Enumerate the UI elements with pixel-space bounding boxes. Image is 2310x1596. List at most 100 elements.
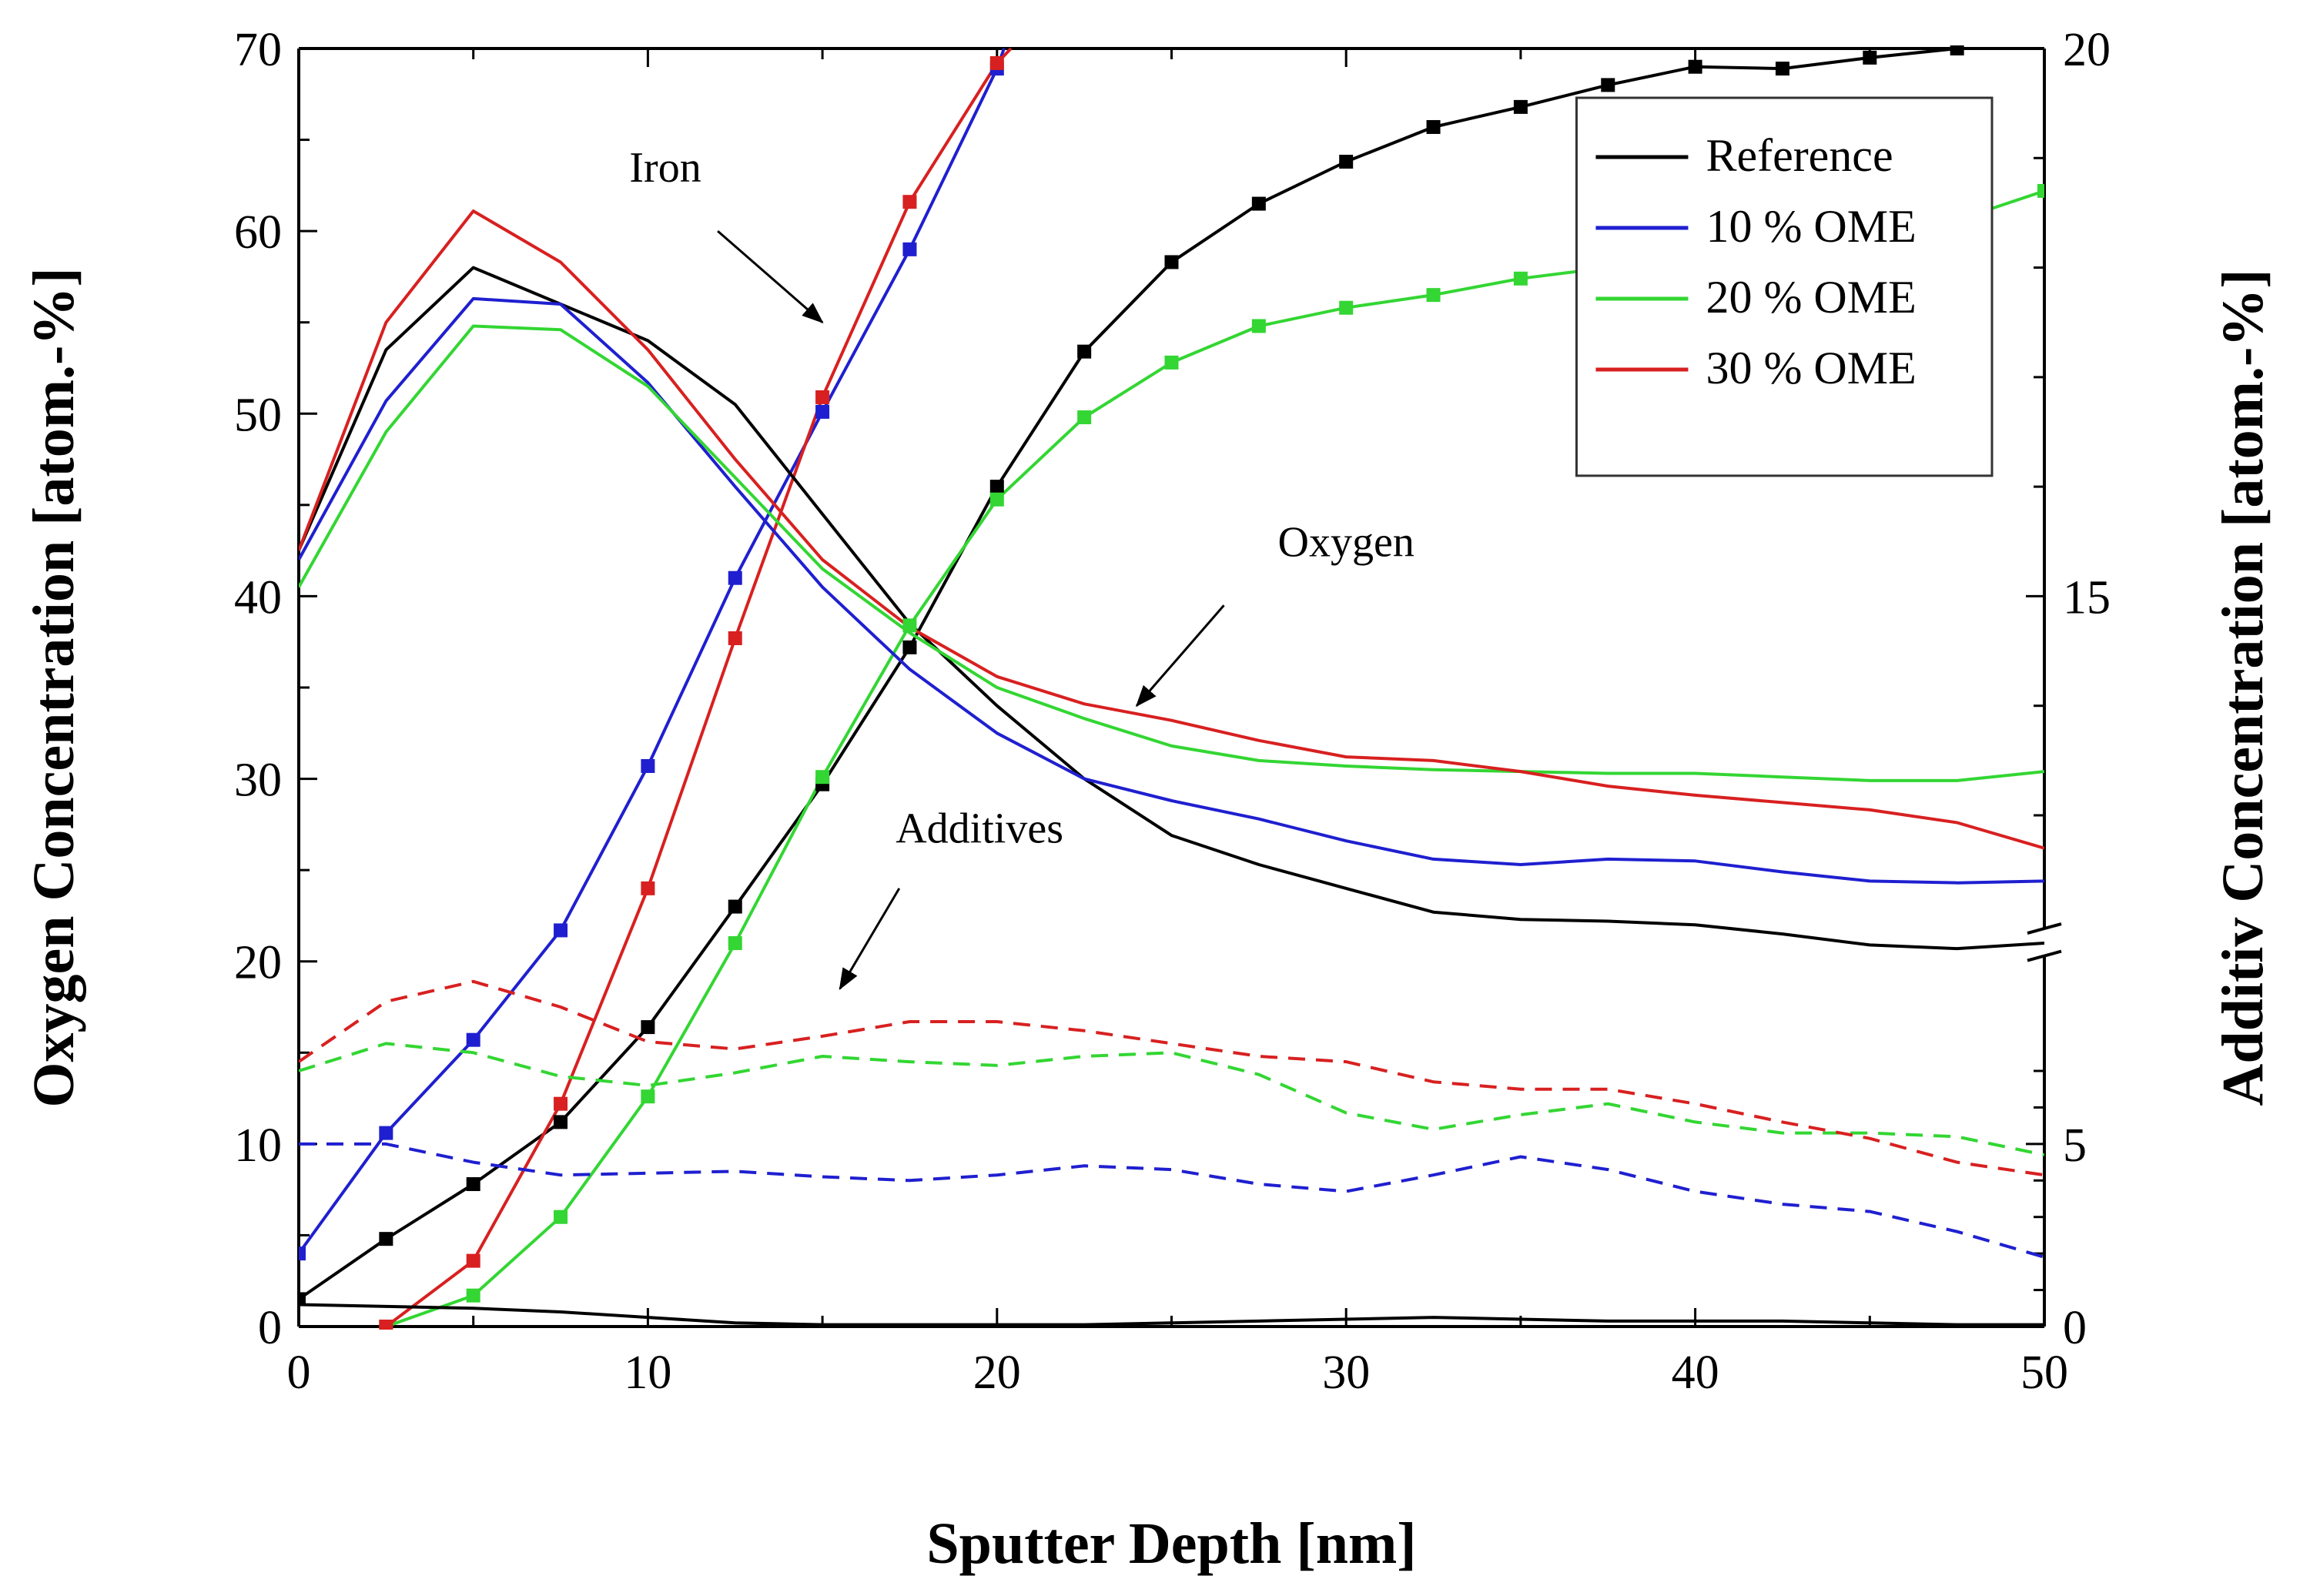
- data-point-30-ome-iron: [989, 55, 1004, 70]
- y-tick-label-right: 5: [2063, 1119, 2087, 1172]
- x-tick-label: 30: [1322, 1347, 1370, 1399]
- series-line-reference-oxygen: [299, 266, 2044, 951]
- series-line-10-ome-iron: [299, 48, 1006, 1255]
- legend-label: 10 % OME: [1706, 201, 1916, 252]
- data-point-30-ome-iron: [728, 631, 742, 645]
- y-tick-label-left: 50: [234, 389, 282, 441]
- y-tick-label-left: 30: [234, 755, 282, 807]
- annotation-arrow: [1135, 604, 1225, 708]
- data-point-20-ome-iron: [728, 936, 742, 950]
- legend: Reference 10 % OME 20 % OME 30 % OME: [1575, 96, 1994, 477]
- data-point-20-ome-iron: [1513, 271, 1528, 286]
- data-point-10-ome-iron: [815, 404, 830, 419]
- data-point-30-ome-iron: [379, 1320, 393, 1330]
- data-point-reference-iron: [466, 1177, 480, 1192]
- y-tick-label-right: 20: [2063, 24, 2111, 76]
- data-point-reference-iron: [1426, 119, 1441, 134]
- data-point-20-ome-iron: [989, 492, 1004, 507]
- data-point-reference-iron: [299, 1292, 306, 1307]
- series-line-30-ome-additives: [299, 979, 2044, 1177]
- data-point-reference-iron: [1513, 99, 1528, 114]
- series-line-30-ome-iron: [385, 47, 1013, 1328]
- series-line-20-ome-oxygen: [299, 324, 2044, 782]
- data-point-reference-iron: [902, 640, 917, 654]
- annotation-label: Additives: [896, 805, 1063, 853]
- axis-labels: Sputter Depth [nm] Oxygen Concentration […: [22, 267, 2275, 1576]
- series-line-20-ome-additives: [299, 1042, 2044, 1157]
- y-tick-label-right: 0: [2063, 1302, 2087, 1354]
- legend-box: [1575, 96, 1994, 477]
- data-point-reference-iron: [379, 1232, 393, 1246]
- y-tick-label-left: 10: [234, 1119, 282, 1172]
- series-line-30-ome-oxygen: [299, 209, 2044, 850]
- annotation-label: Iron: [629, 144, 701, 192]
- axis-break-mark-upper: [2027, 922, 2062, 935]
- data-point-30-ome-iron: [641, 881, 655, 895]
- data-point-20-ome-iron: [815, 770, 830, 785]
- data-point-10-ome-iron: [728, 570, 742, 585]
- data-point-reference-iron: [1688, 59, 1702, 74]
- data-point-10-ome-iron: [641, 758, 655, 773]
- x-tick-label: 20: [973, 1347, 1021, 1399]
- x-tick-label: 40: [1672, 1347, 1719, 1399]
- data-point-10-ome-iron: [902, 242, 917, 256]
- data-point-10-ome-iron: [554, 923, 568, 938]
- data-point-reference-iron: [1950, 45, 1964, 55]
- data-point-reference-iron: [1775, 62, 1789, 76]
- data-point-20-ome-iron: [1164, 355, 1179, 370]
- data-point-30-ome-iron: [902, 195, 917, 209]
- y-tick-label-left: 20: [234, 937, 282, 989]
- data-point-reference-iron: [1601, 78, 1615, 92]
- data-point-20-ome-iron: [1339, 300, 1354, 315]
- data-point-30-ome-iron: [815, 390, 830, 404]
- axis-break-mark-lower: [2027, 949, 2062, 962]
- legend-label: Reference: [1706, 130, 1893, 181]
- data-point-reference-iron: [728, 899, 742, 914]
- annotations-layer: Iron Oxygen Additives: [629, 144, 1414, 991]
- data-point-30-ome-iron: [554, 1096, 568, 1111]
- data-point-10-ome-iron: [299, 1246, 306, 1261]
- data-point-20-ome-iron: [1251, 319, 1266, 333]
- annotation-label: Oxygen: [1278, 518, 1414, 566]
- y-tick-label-left: 60: [234, 206, 282, 259]
- series-line-10-ome-oxygen: [299, 296, 2044, 885]
- y-axis-title-right: Additiv Concentration [atom.-%]: [2211, 269, 2275, 1106]
- data-point-reference-iron: [1251, 196, 1266, 211]
- legend-label: 20 % OME: [1706, 272, 1916, 323]
- data-point-reference-iron: [1164, 255, 1179, 269]
- data-point-20-ome-iron: [902, 618, 917, 633]
- x-tick-label: 0: [287, 1347, 311, 1399]
- x-tick-label: 10: [624, 1347, 671, 1399]
- y-tick-label-left: 70: [234, 24, 282, 76]
- x-tick-label: 50: [2020, 1347, 2068, 1399]
- data-point-reference-iron: [554, 1115, 568, 1129]
- y-tick-label-left: 0: [258, 1302, 282, 1354]
- data-point-reference-iron: [1339, 155, 1354, 169]
- y-tick-label-left: 40: [234, 571, 282, 624]
- annotation-arrow: [717, 230, 824, 324]
- y-tick-label-right: 15: [2063, 571, 2111, 624]
- series-line-10-ome-additives: [299, 1142, 2044, 1259]
- data-point-reference-iron: [641, 1020, 655, 1035]
- series-layer: [299, 47, 2044, 1328]
- data-point-reference-iron: [1077, 344, 1092, 359]
- x-axis-title: Sputter Depth [nm]: [926, 1511, 1416, 1576]
- y-axis-title-left: Oxygen Concentration [atom.-%]: [22, 267, 86, 1107]
- data-point-reference-iron: [1863, 50, 1877, 65]
- data-point-20-ome-iron: [1077, 410, 1092, 425]
- series-line-reference-additives: [299, 1303, 2044, 1327]
- data-point-10-ome-iron: [379, 1126, 393, 1140]
- data-point-20-ome-iron: [554, 1210, 568, 1224]
- data-point-20-ome-iron: [1426, 288, 1441, 303]
- data-point-30-ome-iron: [466, 1253, 480, 1268]
- annotation-arrow: [839, 888, 901, 991]
- data-point-20-ome-iron: [641, 1089, 655, 1104]
- series-line-reference-iron: [299, 47, 1957, 1301]
- data-point-10-ome-iron: [466, 1032, 480, 1047]
- data-point-20-ome-iron: [466, 1288, 480, 1303]
- data-point-20-ome-iron: [2037, 183, 2044, 198]
- legend-label: 30 % OME: [1706, 343, 1916, 393]
- data-point-reference-iron: [989, 480, 1004, 494]
